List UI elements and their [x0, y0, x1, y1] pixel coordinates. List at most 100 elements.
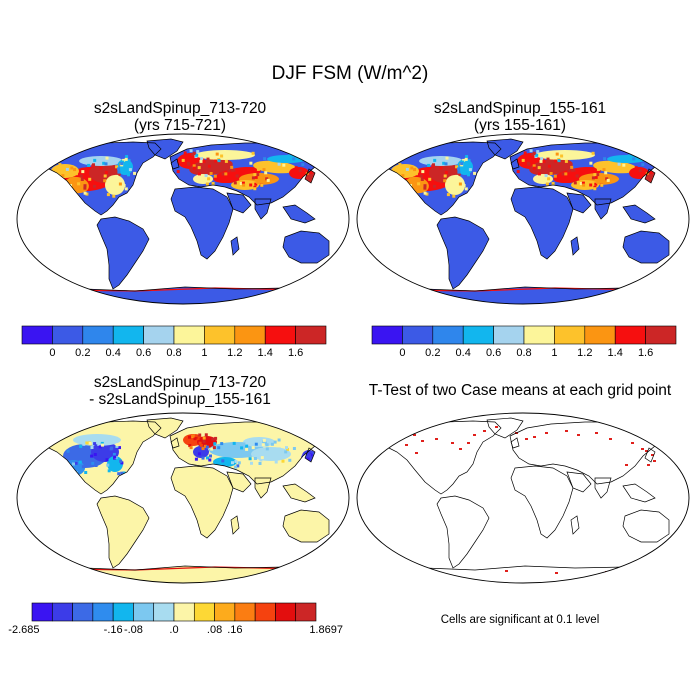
- field-cell: [233, 181, 237, 185]
- field-cell: [254, 175, 258, 179]
- field-cell: [115, 445, 119, 448]
- field-cell: [557, 159, 561, 163]
- field-cell: [284, 450, 288, 454]
- field-cell: [104, 454, 108, 457]
- field-cell: [214, 159, 218, 163]
- field-cell: [230, 165, 234, 169]
- colorbar-swatch-5: [523, 325, 555, 345]
- field-cell: [276, 441, 280, 445]
- coastline-arabia: [226, 471, 252, 493]
- field-region-11: [195, 150, 255, 160]
- field-cell: [567, 169, 571, 173]
- field-cell: [523, 151, 527, 155]
- field-cell: [256, 173, 260, 177]
- map-border: [16, 412, 350, 584]
- antarctic-coast-field: [54, 287, 306, 292]
- field-cell: [281, 459, 285, 463]
- field-cell: [211, 437, 215, 441]
- field-cell: [197, 166, 201, 170]
- field-cell: [544, 174, 548, 177]
- field-cell: [282, 163, 286, 167]
- field-cell: [305, 156, 309, 160]
- coastline-arabia: [566, 192, 592, 214]
- field-cell: [618, 158, 622, 162]
- field-cell: [589, 183, 593, 187]
- field-cell: [467, 173, 470, 177]
- field-cell: [266, 178, 270, 182]
- field-cell: [240, 446, 244, 450]
- coastline-japan: [644, 168, 656, 184]
- coastline-greenland: [146, 138, 184, 160]
- field-cell: [603, 157, 607, 161]
- field-region-4: [73, 434, 121, 446]
- field-cell: [573, 181, 577, 185]
- field-cell: [239, 182, 243, 185]
- field-cell: [208, 458, 212, 462]
- field-cell: [262, 173, 266, 177]
- field-cell: [106, 193, 110, 197]
- field-cell: [413, 168, 417, 172]
- coastline-africa: [510, 186, 574, 260]
- field-cell: [128, 168, 132, 172]
- field-cell: [532, 164, 536, 168]
- field-region-16: [533, 174, 553, 184]
- colorbar-label: 1.4: [608, 347, 623, 359]
- field-cell: [581, 181, 585, 185]
- field-cell: [95, 172, 99, 176]
- field-cell: [61, 174, 65, 178]
- map-border: [16, 133, 350, 305]
- field-cell: [593, 173, 597, 177]
- colorbar-label: 0.8: [166, 347, 181, 359]
- field-cell: [88, 441, 92, 445]
- field-cell: [192, 151, 196, 155]
- field-cell: [254, 182, 258, 186]
- field-cell: [235, 174, 239, 178]
- coastline-south-america: [96, 216, 150, 290]
- colorbar-panel-3: -2.685 -.16 -.08 .0 .08 .16 1.8697: [8, 602, 343, 636]
- field-cell: [207, 177, 211, 181]
- field-cell: [309, 453, 313, 457]
- field-cell: [194, 457, 198, 461]
- land-madagascar: [231, 516, 239, 534]
- field-cell: [93, 453, 97, 456]
- field-cell: [232, 441, 236, 445]
- field-cell: [537, 172, 541, 176]
- field-cell: [223, 163, 227, 167]
- land-south-america: [97, 217, 149, 289]
- field-cell: [195, 153, 199, 157]
- field-cell: [602, 173, 606, 177]
- field-cell: [124, 157, 128, 161]
- field-cell: [526, 161, 530, 165]
- field-cell: [460, 162, 464, 166]
- significant-cell: [545, 432, 548, 434]
- field-cell: [452, 194, 456, 198]
- field-cell: [432, 163, 435, 167]
- coastline-africa: [510, 465, 574, 539]
- field-cell: [575, 174, 579, 178]
- coastline-north-america: [374, 141, 502, 216]
- field-cell: [234, 459, 238, 463]
- field-cell: [224, 172, 228, 176]
- colorbar-label: 1.8697: [309, 624, 343, 636]
- field-cell: [110, 446, 114, 450]
- field-cell: [634, 166, 638, 170]
- field-cell: [99, 156, 103, 160]
- field-cell: [127, 159, 131, 163]
- coastline-arabia: [226, 192, 252, 214]
- field-cell: [398, 163, 402, 167]
- coastline-north-america: [34, 141, 162, 216]
- field-cell: [265, 447, 269, 451]
- coastline-australia: [282, 509, 330, 543]
- field-cell: [301, 163, 305, 167]
- field-cell: [188, 444, 192, 448]
- field-cell: [191, 434, 195, 438]
- field-cell: [309, 171, 313, 174]
- map-panel-3: [16, 412, 350, 584]
- field-cell: [87, 163, 91, 167]
- colorbar-label: 1: [201, 347, 207, 359]
- panel-1-title: s2sLandSpinup_713-720 (yrs 715-721): [10, 100, 350, 134]
- coastline-uk: [170, 437, 180, 449]
- field-cell: [589, 161, 593, 165]
- significant-cell: [445, 574, 448, 576]
- field-cell: [547, 177, 551, 181]
